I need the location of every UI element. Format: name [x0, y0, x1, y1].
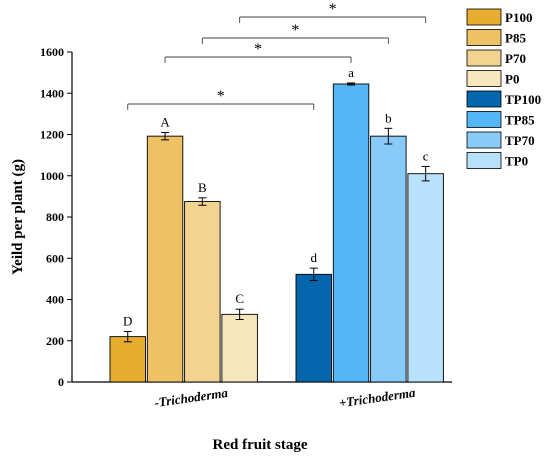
bar-tp0	[407, 173, 444, 383]
significance-brackets: * * * *	[127, 1, 427, 110]
error-bar-tp100	[309, 267, 318, 282]
significance-star: *	[217, 88, 225, 105]
significance-letter: b	[385, 110, 392, 125]
significance-bracket: *	[239, 1, 427, 23]
significance-star: *	[254, 41, 262, 58]
y-tick-label: 800	[46, 210, 64, 224]
legend: P100 P85 P70 P0 TP100 TP85 TP70 TP0	[466, 8, 541, 169]
significance-letter: c	[423, 148, 429, 163]
legend-swatch	[466, 29, 502, 46]
y-tick-label: 1200	[40, 128, 64, 142]
axes: 0 200 400 600 800 1000 1200 1400 1600	[40, 45, 452, 389]
legend-swatch	[466, 111, 502, 128]
legend-label: P85	[505, 31, 526, 46]
significance-letter: d	[311, 250, 318, 265]
bars: D A B C -Trichoderma d a b c +Trichoderma	[109, 65, 444, 411]
legend-label: TP70	[505, 133, 535, 148]
bar-tp70	[370, 135, 407, 383]
significance-star: *	[329, 1, 337, 18]
legend-label: P100	[505, 10, 532, 25]
legend-item-p100: P100	[466, 8, 532, 26]
x-axis-title: Red fruit stage	[213, 437, 308, 453]
legend-item-tp85: TP85	[466, 111, 535, 128]
significance-bracket: *	[164, 41, 352, 63]
significance-letter: B	[198, 180, 207, 195]
significance-bracket: *	[127, 88, 315, 110]
legend-label: P70	[505, 51, 526, 66]
error-bar-p85	[161, 131, 170, 141]
legend-item-p70: P70	[466, 49, 526, 67]
bar-p70	[184, 201, 221, 383]
bar-p100	[109, 336, 146, 383]
legend-label: TP100	[505, 92, 541, 107]
legend-item-tp100: TP100	[466, 90, 541, 108]
significance-letter: C	[235, 291, 244, 306]
legend-item-p85: P85	[466, 29, 526, 46]
x-tick-label: -Trichoderma	[153, 385, 229, 410]
legend-swatch	[466, 152, 502, 169]
x-tick-label: +Trichoderma	[338, 385, 417, 411]
legend-swatch	[466, 8, 502, 26]
error-bar-tp0	[421, 165, 430, 182]
significance-letter: A	[160, 114, 170, 129]
error-bar-tp70	[384, 127, 393, 145]
legend-item-p0: P0	[466, 70, 519, 87]
bar-tp100	[295, 273, 332, 383]
legend-swatch	[466, 90, 502, 108]
legend-swatch	[466, 49, 502, 67]
legend-label: TP0	[505, 154, 528, 169]
legend-item-tp70: TP70	[466, 131, 535, 149]
y-tick-label: 200	[46, 334, 64, 348]
y-tick-label: 1000	[40, 169, 64, 183]
legend-item-tp0: TP0	[466, 152, 528, 169]
bar-tp85	[332, 83, 370, 383]
y-axis-title: Yeild per plant (g)	[10, 159, 26, 275]
error-bar-p70	[198, 197, 207, 206]
error-bar-tp85	[347, 82, 356, 86]
error-bar-p100	[123, 330, 132, 343]
legend-label: TP85	[505, 113, 535, 128]
error-bar-p0	[235, 308, 244, 321]
bar-p0	[221, 313, 258, 383]
legend-swatch	[466, 70, 502, 87]
y-tick-label: 0	[58, 375, 64, 389]
significance-letter: a	[348, 65, 354, 80]
bar-p85	[146, 135, 184, 383]
legend-label: P0	[505, 72, 519, 87]
y-tick-label: 1400	[40, 86, 64, 100]
significance-letter: D	[123, 313, 132, 328]
y-tick-label: 400	[46, 293, 64, 307]
significance-star: *	[291, 22, 299, 39]
y-tick-label: 600	[46, 251, 64, 265]
legend-swatch	[466, 131, 502, 149]
y-tick-label: 1600	[40, 45, 64, 59]
significance-bracket: *	[201, 22, 389, 44]
